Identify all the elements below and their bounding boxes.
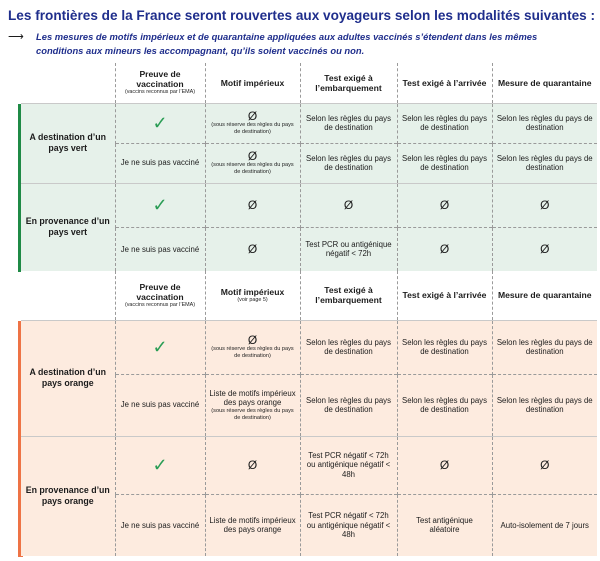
table-row: Je ne suis pas vacciné Liste de motifs i… <box>21 373 597 436</box>
empty-set-icon: Ø <box>247 332 258 347</box>
cell-test-arrival: Selon les règles du pays de destination <box>396 142 492 183</box>
empty-set-icon: Ø <box>204 226 300 271</box>
page-title: Les frontières de la France seront rouve… <box>8 8 596 23</box>
header-test-boarding: Test exigé à l’embarquement <box>299 63 397 103</box>
header-test-arrival: Test exigé à l’arrivée <box>396 271 492 320</box>
header-quarantine: Mesure de quarantaine <box>491 63 597 103</box>
cell-quarantine: Selon les règles du pays de destination <box>491 142 597 183</box>
green-block-bar <box>18 104 23 272</box>
row-label-to-green: A destination d’un pays vert <box>21 102 115 183</box>
header-row-orange: Preuve de vaccination (vaccins reconnus p… <box>21 271 597 320</box>
header-quarantine: Mesure de quarantaine <box>491 271 597 320</box>
cell-motif: Ø (sous réserve des règles du pays de des… <box>204 142 300 183</box>
empty-set-icon: Ø <box>396 182 492 227</box>
table-row: A destination d’un pays orange ✓ Ø (sous … <box>21 319 597 436</box>
cell-not-vaccinated: Je ne suis pas vacciné <box>114 226 205 271</box>
header-test-boarding: Test exigé à l’embarquement <box>299 271 397 320</box>
cell-test-boarding: Test PCR ou antigénique négatif < 72h <box>299 226 397 271</box>
check-icon: ✓ <box>114 435 205 494</box>
cell-quarantine: Selon les règles du pays de destination <box>491 373 597 436</box>
cell-not-vaccinated: Je ne suis pas vacciné <box>114 373 205 436</box>
cell-not-vaccinated: Je ne suis pas vacciné <box>114 493 205 556</box>
row-label-from-green: En provenance d’un pays vert <box>21 182 115 271</box>
orange-block-bar <box>18 321 23 557</box>
header-empty <box>21 271 115 320</box>
table-row: Je ne suis pas vacciné Liste de motifs i… <box>21 493 597 556</box>
cell-test-boarding: Test PCR négatif < 72h ou antigénique né… <box>299 435 397 494</box>
empty-set-icon: Ø <box>247 108 258 123</box>
header-empty <box>21 63 115 103</box>
cell-test-boarding: Selon les règles du pays de destination <box>299 373 397 436</box>
table-row: Je ne suis pas vacciné Ø Test PCR ou ant… <box>21 226 597 271</box>
cell-test-arrival: Test antigénique aléatoire <box>396 493 492 556</box>
cell-test-arrival: Selon les règles du pays de destination <box>396 319 492 374</box>
empty-set-icon: Ø <box>491 182 597 227</box>
empty-set-icon: Ø <box>396 435 492 494</box>
header-proof: Preuve de vaccination (vaccins reconnus p… <box>114 63 205 103</box>
cell-test-boarding: Selon les règles du pays de destination <box>299 319 397 374</box>
empty-set-icon: Ø <box>491 435 597 494</box>
cell-test-arrival: Selon les règles du pays de destination <box>396 373 492 436</box>
empty-set-icon: Ø <box>247 148 258 163</box>
arrow-right-icon: ⟶ <box>8 31 24 43</box>
empty-set-icon: Ø <box>491 226 597 271</box>
header-proof: Preuve de vaccination (vaccins reconnus p… <box>114 271 205 320</box>
cell-motif: Liste de motifs impérieux des pays orang… <box>204 493 300 556</box>
row-label-to-orange: A destination d’un pays orange <box>21 319 115 436</box>
travel-rules-table: Preuve de vaccination (vaccins reconnus p… <box>21 63 597 556</box>
subtitle: ⟶ Les mesures de motifs impérieux et de q… <box>8 30 598 57</box>
table-row: Je ne suis pas vacciné Ø (sous réserve de… <box>21 142 597 183</box>
cell-quarantine: Selon les règles du pays de destination <box>491 102 597 143</box>
header-motif: Motif impérieux (voir page 5) <box>204 271 300 320</box>
header-row-green: Preuve de vaccination (vaccins reconnus p… <box>21 63 597 103</box>
row-label-from-orange: En provenance d’un pays orange <box>21 435 115 556</box>
table-row: En provenance d’un pays vert ✓ Ø Ø Ø Ø <box>21 182 597 271</box>
table-row: A destination d’un pays vert ✓ Ø (sous ré… <box>21 102 597 183</box>
check-icon: ✓ <box>114 182 205 227</box>
check-icon: ✓ <box>114 102 205 143</box>
empty-set-icon: Ø <box>299 182 397 227</box>
cell-test-arrival: Selon les règles du pays de destination <box>396 102 492 143</box>
cell-quarantine: Auto-isolement de 7 jours <box>491 493 597 556</box>
subtitle-line-1: Les mesures de motifs impérieux et de qu… <box>36 31 538 42</box>
cell-test-boarding: Selon les règles du pays de destination <box>299 142 397 183</box>
cell-motif: Ø (sous réserve des règles du pays de des… <box>204 319 300 374</box>
empty-set-icon: Ø <box>204 182 300 227</box>
cell-not-vaccinated: Je ne suis pas vacciné <box>114 142 205 183</box>
header-motif: Motif impérieux <box>204 63 300 103</box>
header-test-arrival: Test exigé à l’arrivée <box>396 63 492 103</box>
cell-test-boarding: Test PCR négatif < 72h ou antigénique né… <box>299 493 397 556</box>
check-icon: ✓ <box>114 319 205 374</box>
cell-motif: Liste de motifs impérieux des pays orang… <box>204 373 300 436</box>
empty-set-icon: Ø <box>204 435 300 494</box>
empty-set-icon: Ø <box>396 226 492 271</box>
table-row: En provenance d’un pays orange ✓ Ø Test … <box>21 435 597 556</box>
subtitle-line-2: conditions aux mineurs les accompagnant,… <box>36 45 365 56</box>
cell-quarantine: Selon les règles du pays de destination <box>491 319 597 374</box>
cell-test-boarding: Selon les règles du pays de destination <box>299 102 397 143</box>
cell-motif: Ø (sous réserve des règles du pays de des… <box>204 102 300 143</box>
